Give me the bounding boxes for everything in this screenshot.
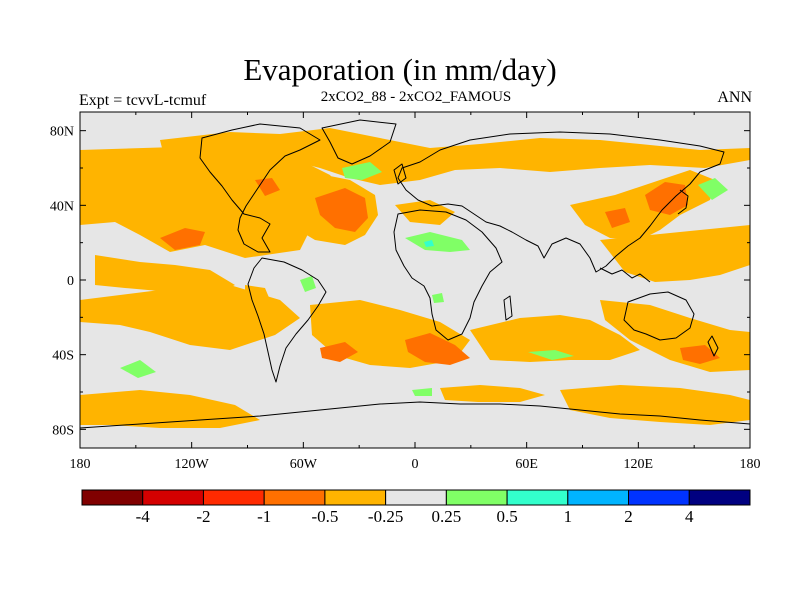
coastlines [80,119,750,429]
lat-tick-label: 80S [52,423,74,438]
colorbar-label: 1 [564,507,573,526]
coastline-north-america [199,123,321,253]
colorbar-label: -0.25 [368,507,403,526]
southern-ocean-indian [560,385,750,425]
lon-tick-label: 60W [290,457,318,472]
lat-tick-label: 40S [52,349,74,364]
pacific-east-equatorial [95,255,235,295]
nh-high-latitude-band [160,128,750,185]
coastline-australia [623,291,695,341]
colorbar-label: 2 [624,507,633,526]
lon-tick-label: 180 [740,457,761,472]
lon-tick-label: 120E [624,457,654,472]
coastline-greenland [321,119,397,165]
colorbar-swatch [202,489,265,506]
amazon-patch [300,276,316,292]
south-atlantic-maximum [405,333,470,365]
lon-tick-label: 0 [412,457,419,472]
south-pacific-patch [320,342,358,362]
colorbar-swatch [81,489,144,506]
colorbar-swatch [445,489,508,506]
arctic-atlantic-patch [342,162,382,180]
increase-light-regions [120,162,728,396]
lon-tick-label: 180 [70,457,91,472]
colorbar-swatch [263,489,326,506]
colorbar-label: -0.5 [311,507,338,526]
colorbar-swatch [142,489,204,506]
colorbar-label: 4 [685,507,694,526]
lat-tick-label: 0 [67,274,74,289]
season-label: ANN [717,89,752,106]
lon-tick-label: 60E [515,457,538,472]
indian-ocean-south-increase [528,350,574,360]
colorbar-swatch [506,489,569,506]
increase-medium-regions [424,240,434,247]
south-pacific-increase [120,360,156,378]
map-title: Evaporation (in mm/day) [243,52,557,87]
colorbar-swatch [628,489,690,506]
colorbar-swatch [688,489,751,506]
north-atlantic-maximum [315,188,368,232]
colorbar-swatch [324,489,387,506]
colorbar-label: -1 [257,507,271,526]
map-subtitle: 2xCO2_88 - 2xCO2_FAMOUS [320,89,512,105]
tasman-patch [680,345,720,364]
colorbar-swatch [385,489,447,506]
colorbar: -4 -2 -1 -0.5 -0.25 0.25 0.5 1 2 4 [81,489,751,526]
coastline-africa [393,209,503,341]
decrease-medium-regions [160,178,720,365]
coastline-madagascar [503,295,513,321]
coastline-eurasia [397,131,725,273]
coastline-japan [677,189,689,215]
coastline-new-zealand [707,335,719,357]
colorbar-label: 0.25 [431,507,461,526]
map-panel: 80N 40N 0 40S 80S 180 120W 60W 0 60E 120E 180 [50,111,761,472]
lat-tick-label: 80N [50,125,74,140]
asia-east-patch [605,208,630,228]
latitude-axis: 80N 40N 0 40S 80S [50,125,750,438]
colorbar-label: -2 [196,507,210,526]
coastline-uk [393,163,407,185]
north-pacific-patch [160,228,205,250]
north-africa-patch [395,200,455,225]
south-america-patch [245,285,270,310]
kamchatka-increase [698,178,728,200]
southern-ocean-atlantic [440,385,545,402]
colorbar-label: 0.5 [496,507,517,526]
africa-small-patch [432,293,444,303]
north-africa-peak [424,240,434,247]
longitude-axis: 180 120W 60W 0 60E 120E 180 [70,112,761,472]
southern-ocean-increase [412,388,432,396]
colorbar-label: -4 [136,507,151,526]
colorbar-swatch [567,489,630,506]
decrease-light-regions [80,128,750,428]
experiment-label: Expt = tcvvL-tcmuf [79,92,207,109]
sh-pacific-subtropics [80,285,300,350]
lon-tick-label: 120W [175,457,210,472]
north-africa-increase [405,232,470,252]
japan-sea-patch [645,182,688,215]
coastline-south-america [247,257,327,383]
coastline-antarctica [80,401,750,429]
coastline-maritime-islands [599,267,651,283]
lat-tick-label: 40N [50,199,74,214]
indian-ocean-south [470,315,640,362]
